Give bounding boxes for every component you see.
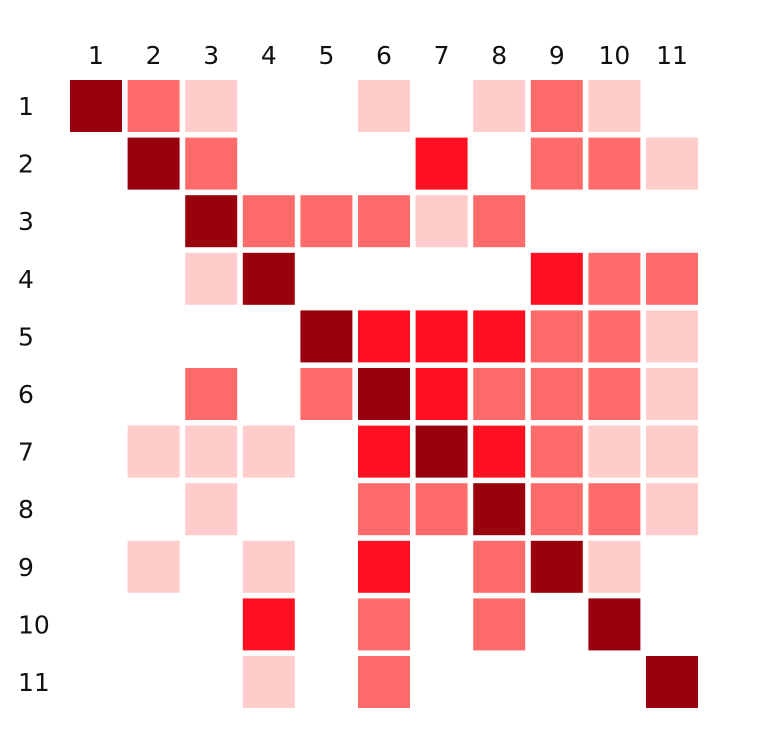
x-tick-label: 5	[318, 41, 334, 70]
heatmap-cell	[646, 368, 698, 420]
heatmap-cell	[530, 252, 583, 305]
y-tick-label: 6	[18, 380, 34, 409]
x-tick-label: 9	[549, 41, 565, 70]
heatmap-cell	[415, 195, 468, 248]
x-tick-label: 8	[491, 41, 507, 70]
heatmap-cell	[530, 80, 583, 132]
heatmap-cells	[70, 80, 698, 708]
y-tick-label: 11	[18, 668, 50, 697]
heatmap-cell	[415, 368, 468, 420]
y-tick-label: 3	[18, 207, 34, 236]
heatmap-cell	[415, 310, 468, 363]
heatmap-cell	[70, 80, 122, 132]
heatmap-cell	[358, 425, 410, 478]
heatmap-cell	[185, 425, 238, 478]
heatmap-cell	[300, 310, 353, 363]
heatmap-cell	[588, 252, 641, 305]
heatmap-cell	[185, 252, 238, 305]
heatmap-cell	[646, 252, 698, 305]
x-tick-label: 4	[261, 41, 277, 70]
heatmap-cell	[185, 483, 238, 536]
heatmap-cell	[415, 137, 468, 190]
heatmap-cell	[242, 540, 295, 593]
heatmap-cell	[530, 368, 583, 420]
heatmap-cell	[358, 483, 410, 536]
heatmap-cell	[473, 425, 526, 478]
x-tick-label: 2	[146, 41, 162, 70]
heatmap-cell	[530, 425, 583, 478]
heatmap-cell	[588, 425, 641, 478]
heatmap-cell	[473, 540, 526, 593]
heatmap-cell	[530, 483, 583, 536]
y-tick-label: 1	[18, 92, 34, 121]
y-tick-label: 2	[18, 150, 34, 179]
heatmap-cell	[358, 80, 410, 132]
heatmap-cell	[127, 425, 180, 478]
heatmap-cell	[242, 252, 295, 305]
heatmap-cell	[588, 368, 641, 420]
y-tick-label: 9	[18, 553, 34, 582]
heatmap-cell	[588, 137, 641, 190]
y-tick-label: 7	[18, 438, 34, 467]
heatmap-cell	[530, 540, 583, 593]
heatmap-cell	[530, 137, 583, 190]
heatmap-cell	[358, 656, 410, 708]
heatmap-cell	[473, 483, 526, 536]
heatmap-cell	[646, 425, 698, 478]
heatmap-cell	[300, 195, 353, 248]
x-tick-label: 7	[434, 41, 450, 70]
heatmap-cell	[358, 310, 410, 363]
heatmap-cell	[185, 137, 238, 190]
heatmap-cell	[185, 368, 238, 420]
heatmap-cell	[646, 483, 698, 536]
y-tick-label: 8	[18, 495, 34, 524]
heatmap-cell	[473, 310, 526, 363]
heatmap-cell	[588, 310, 641, 363]
heatmap-cell	[473, 368, 526, 420]
heatmap-cell	[415, 425, 468, 478]
heatmap-cell	[127, 137, 180, 190]
heatmap-cell	[588, 540, 641, 593]
heatmap-cell	[358, 368, 410, 420]
x-tick-label: 11	[656, 41, 688, 70]
heatmap-cell	[473, 598, 526, 651]
heatmap-cell	[415, 483, 468, 536]
heatmap-cell	[588, 483, 641, 536]
heatmap-cell	[473, 195, 526, 248]
heatmap-cell	[185, 195, 238, 248]
heatmap-cell	[242, 656, 295, 708]
y-tick-label: 10	[18, 610, 50, 639]
heatmap-cell	[588, 80, 641, 132]
x-axis-labels: 1 2 3 4 5 6 7 8 9 10 11	[88, 41, 688, 70]
heatmap-cell	[646, 137, 698, 190]
y-tick-label: 4	[18, 265, 34, 294]
heatmap-cell	[300, 368, 353, 420]
heatmap-cell	[530, 310, 583, 363]
heatmap-cell	[127, 540, 180, 593]
x-tick-label: 3	[203, 41, 219, 70]
heatmap-cell	[358, 540, 410, 593]
heatmap-cell	[358, 598, 410, 651]
y-axis-labels: 1 2 3 4 5 6 7 8 9 10 11	[18, 92, 50, 697]
heatmap-cell	[242, 598, 295, 651]
heatmap-cell	[358, 195, 410, 248]
heatmap-cell	[242, 195, 295, 248]
heatmap-cell	[646, 656, 698, 708]
x-tick-label: 6	[376, 41, 392, 70]
heatmap-cell	[588, 598, 641, 651]
x-tick-label: 10	[598, 41, 630, 70]
heatmap-cell	[185, 80, 238, 132]
heatmap-cell	[242, 425, 295, 478]
x-tick-label: 1	[88, 41, 104, 70]
y-tick-label: 5	[18, 322, 34, 351]
heatmap-cell	[473, 80, 526, 132]
heatmap-cell	[646, 310, 698, 363]
heatmap-cell	[127, 80, 180, 132]
